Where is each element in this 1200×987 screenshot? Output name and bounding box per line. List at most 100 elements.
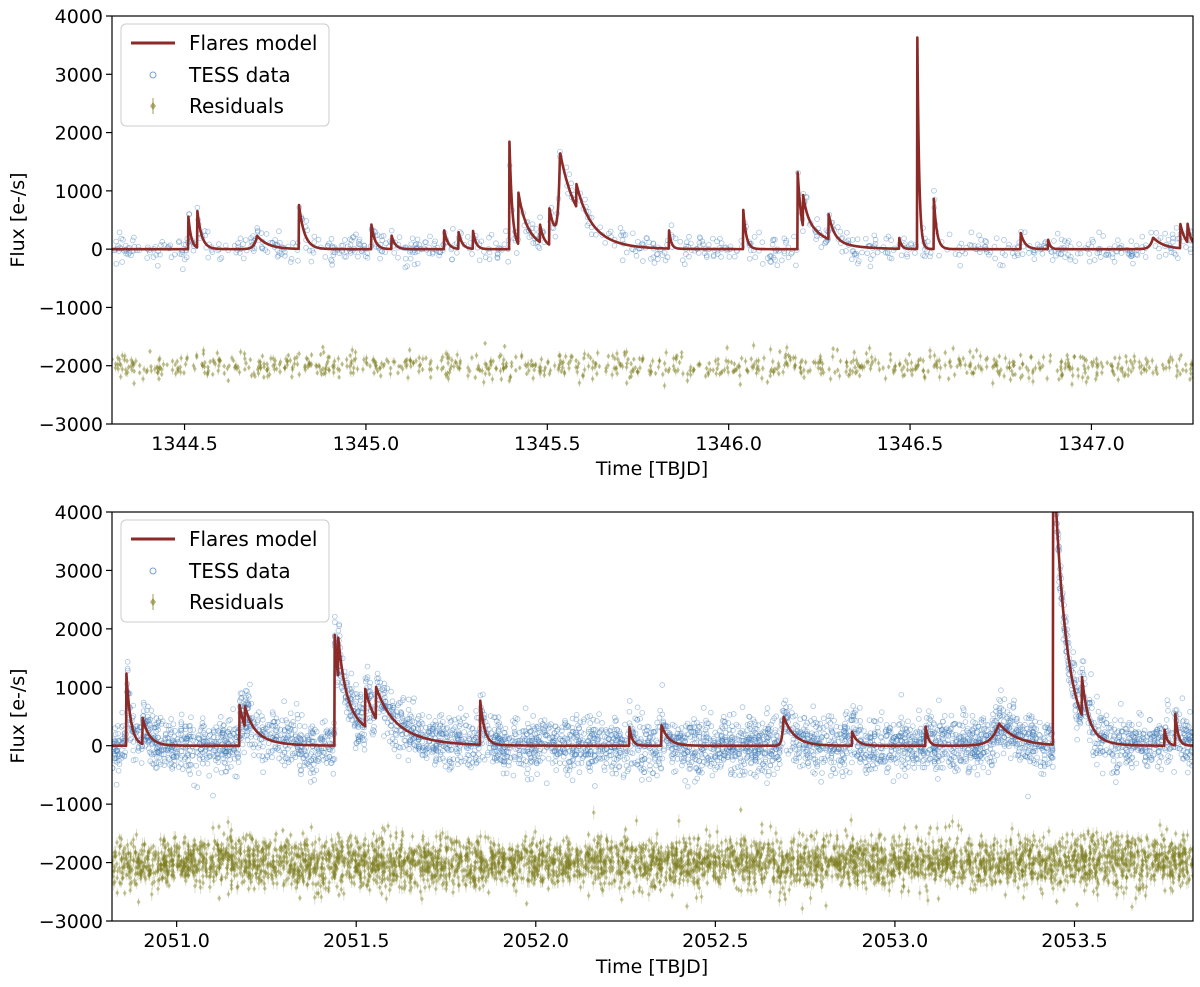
bottom-residual-point [489,854,494,861]
top-residual-point [866,359,871,365]
top-tess-data-point [823,239,829,245]
top-tess-data-point [113,238,119,245]
top-residual-point [373,362,378,369]
top-residual-point [921,358,926,364]
top-residual-point [489,362,494,368]
top-residual-point [873,357,878,363]
top-residual-point [237,369,242,375]
top-tess-data-point [936,252,942,259]
bottom-residual-point [888,860,893,866]
top-residual-point [1179,352,1184,359]
top-residual-point [1009,368,1014,374]
top-residual-point [907,351,912,358]
bottom-residual-point [1029,869,1034,875]
bottom-residuals-series [112,805,1193,915]
bottom-residual-point [1003,892,1008,898]
top-residual-point [1003,355,1008,361]
top-tess-data-point [129,237,136,244]
top-tess-data-point [380,232,387,239]
top-tess-data-point [845,237,852,244]
bottom-residual-point [1144,865,1149,871]
top-residual-point [1142,366,1147,372]
top-residual-point [716,361,721,367]
top-tess-data-point [402,255,409,262]
top-tess-data-point [1054,230,1061,237]
bottom-residual-point [804,861,809,867]
top-tess-data-point [1014,250,1021,257]
top-tess-data-point [668,222,675,229]
top-x-tick-label: 1346.5 [877,433,943,455]
bottom-residual-point [749,843,754,849]
bottom-residual-point [255,863,260,869]
top-residual-point [355,366,360,372]
top-tess-data-point [999,250,1006,256]
top-residual-point [508,375,513,381]
bottom-residual-point [1134,884,1139,890]
top-residual-point [483,371,488,377]
top-residual-point [441,364,446,371]
top-residual-point [234,366,239,372]
top-residual-point [349,358,354,365]
top-residual-point [303,363,308,369]
top-residual-point [624,380,629,386]
top-legend-data-swatch [149,71,157,79]
top-residual-point [155,370,160,376]
top-residual-point [513,354,518,360]
top-residual-point [323,364,328,371]
bottom-residual-point [485,862,490,868]
top-residual-point [122,357,127,363]
top-residual-point [545,360,550,366]
top-tess-data-point [920,252,926,258]
top-tess-data-point [982,238,989,244]
bottom-residual-point [409,856,414,862]
top-tess-data-point [648,255,654,262]
top-residual-point [593,360,598,367]
bottom-residual-point [1180,869,1185,875]
top-tess-data-point [413,241,420,247]
top-residual-point [427,366,432,372]
top-tess-data-point [450,226,456,232]
top-residual-point [893,367,898,373]
bottom-residual-point [1010,826,1015,832]
top-residual-point [446,376,451,382]
top-residual-point [1105,360,1110,366]
top-residual-point [373,359,378,365]
bottom-residual-point [874,865,879,871]
top-tess-data-point [288,256,295,262]
top-residual-point [292,355,297,362]
top-tess-data-point [651,260,658,266]
bottom-residual-point [602,859,607,865]
top-tess-data-point [977,249,983,255]
top-residual-point [1144,368,1149,374]
top-residual-point [519,354,524,360]
top-residual-point [147,348,152,354]
top-residual-point [1116,361,1121,367]
top-residual-point [386,359,391,365]
top-tess-data-point [505,258,511,265]
top-residual-point [978,353,983,359]
top-residual-point [768,368,773,375]
top-residual-point [859,363,864,369]
top-tess-data-point [347,236,353,243]
top-tess-data-point [788,250,794,257]
bottom-residual-point [524,849,529,856]
bottom-residual-point [1180,880,1185,886]
top-tess-data-point [686,253,692,260]
top-plot-area [112,36,1193,390]
top-residual-point [271,355,276,362]
bottom-residual-point [400,862,405,869]
top-residual-point [1058,364,1063,370]
top-residual-point [161,361,166,367]
top-residual-point [1166,358,1171,364]
top-residual-point [428,358,433,364]
top-residual-point [663,367,668,373]
bottom-residual-point [219,848,224,854]
top-tess-data-point [759,239,766,245]
top-tess-data-point [1165,236,1172,243]
top-residual-point [258,365,263,371]
top-residual-point [246,365,251,371]
top-tess-data-point [113,261,120,267]
top-tess-data-point [1067,256,1074,263]
top-residual-point [265,365,270,372]
top-residual-point [1110,363,1115,369]
